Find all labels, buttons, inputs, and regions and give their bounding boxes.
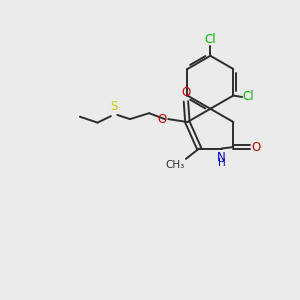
Text: Cl: Cl (205, 33, 216, 46)
Text: Cl: Cl (243, 91, 254, 103)
Text: N: N (217, 151, 226, 164)
Text: O: O (251, 141, 260, 154)
Text: S: S (110, 100, 118, 112)
Text: H: H (218, 158, 225, 168)
Text: O: O (158, 112, 167, 126)
Text: CH₃: CH₃ (165, 160, 184, 170)
Text: O: O (181, 86, 190, 99)
